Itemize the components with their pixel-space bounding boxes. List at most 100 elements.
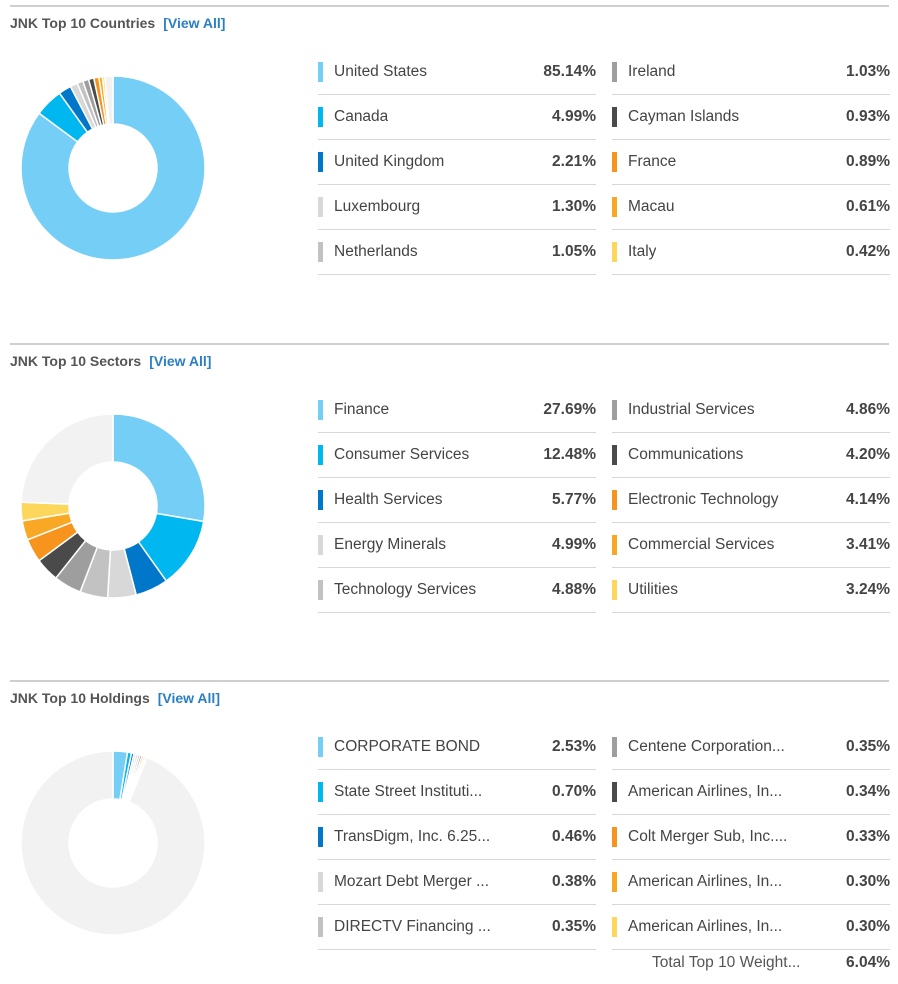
holdings-donut-chart bbox=[20, 750, 206, 936]
section-divider bbox=[10, 5, 889, 7]
legend-label: Industrial Services bbox=[628, 401, 755, 418]
legend-label: Finance bbox=[334, 401, 390, 418]
legend-label: Communications bbox=[628, 446, 744, 463]
legend-row: Commercial Services 3.41% bbox=[612, 523, 890, 568]
legend-column-left: CORPORATE BOND 2.53% State Street Institut… bbox=[318, 725, 596, 950]
legend-value: 3.41% bbox=[846, 536, 890, 553]
legend-label: Commercial Services bbox=[628, 536, 775, 553]
legend-value: 85.14% bbox=[543, 63, 596, 80]
legend-label: United States bbox=[334, 63, 428, 80]
legend-value: 4.99% bbox=[552, 108, 596, 125]
legend-row: American Airlines, In... 0.34% bbox=[612, 770, 890, 815]
total-weight-label: Total Top 10 Weight... bbox=[652, 954, 801, 971]
sectors-donut-chart bbox=[20, 413, 206, 599]
legend-value: 0.93% bbox=[846, 108, 890, 125]
view-all-link[interactable]: [View All] bbox=[157, 690, 220, 706]
legend-value: 0.30% bbox=[846, 873, 890, 890]
section-divider bbox=[10, 680, 889, 682]
legend-label: American Airlines, In... bbox=[628, 918, 783, 935]
donut-slice-remainder bbox=[20, 750, 206, 936]
legend-value: 0.38% bbox=[552, 873, 596, 890]
legend-label: American Airlines, In... bbox=[628, 873, 783, 890]
legend-value: 0.34% bbox=[846, 783, 890, 800]
legend-swatch bbox=[612, 62, 617, 82]
legend-row: Luxembourg 1.30% bbox=[318, 185, 596, 230]
legend-swatch bbox=[318, 580, 323, 600]
legend-value: 0.35% bbox=[552, 918, 596, 935]
view-all-link[interactable]: [View All] bbox=[149, 353, 212, 369]
legend-row: CORPORATE BOND 2.53% bbox=[318, 725, 596, 770]
legend-value: 4.99% bbox=[552, 536, 596, 553]
legend-label: Cayman Islands bbox=[628, 108, 740, 125]
legend-swatch bbox=[612, 535, 617, 555]
legend-value: 0.30% bbox=[846, 918, 890, 935]
legend-row: Italy 0.42% bbox=[612, 230, 890, 275]
holdings-section: JNK Top 10 Holdings [View All] CORPORATE … bbox=[10, 680, 890, 984]
legend-label: Utilities bbox=[628, 581, 678, 598]
legend-row: Finance 27.69% bbox=[318, 388, 596, 433]
legend-swatch bbox=[318, 490, 323, 510]
donut-slice-remainder bbox=[20, 413, 114, 505]
legend-label: Luxembourg bbox=[334, 198, 421, 215]
legend-value: 1.30% bbox=[552, 198, 596, 215]
legend-value: 0.35% bbox=[846, 738, 890, 755]
legend-value: 0.33% bbox=[846, 828, 890, 845]
legend-value: 4.20% bbox=[846, 446, 890, 463]
legend-row: Centene Corporation... 0.35% bbox=[612, 725, 890, 770]
legend-value: 12.48% bbox=[543, 446, 596, 463]
legend-row: American Airlines, In... 0.30% bbox=[612, 860, 890, 905]
legend-swatch bbox=[612, 445, 617, 465]
legend-label: DIRECTV Financing ... bbox=[334, 918, 491, 935]
legend-column-right: Ireland 1.03% Cayman Islands 0.93% France 0.8… bbox=[612, 50, 890, 275]
legend-row: Ireland 1.03% bbox=[612, 50, 890, 95]
legend-value: 0.46% bbox=[552, 828, 596, 845]
legend-column-left: United States 85.14% Canada 4.99% United Kin… bbox=[318, 50, 596, 275]
section-title-text: JNK Top 10 Sectors bbox=[10, 353, 142, 369]
legend-row: Cayman Islands 0.93% bbox=[612, 95, 890, 140]
section-title-text: JNK Top 10 Countries bbox=[10, 15, 156, 31]
legend-value: 5.77% bbox=[552, 491, 596, 508]
legend-column-right: Industrial Services 4.86% Communications 4.… bbox=[612, 388, 890, 613]
legend-row: Communications 4.20% bbox=[612, 433, 890, 478]
legend-label: American Airlines, In... bbox=[628, 783, 783, 800]
legend-label: Consumer Services bbox=[334, 446, 470, 463]
legend-value: 0.42% bbox=[846, 243, 890, 260]
legend-label: Macau bbox=[628, 198, 675, 215]
legend-swatch bbox=[318, 782, 323, 802]
legend-label: Italy bbox=[628, 243, 657, 260]
legend-swatch bbox=[612, 917, 617, 937]
legend-row: DIRECTV Financing ... 0.35% bbox=[318, 905, 596, 950]
legend-value: 0.61% bbox=[846, 198, 890, 215]
legend-value: 0.70% bbox=[552, 783, 596, 800]
legend-label: Health Services bbox=[334, 491, 443, 508]
legend-label: TransDigm, Inc. 6.25... bbox=[334, 828, 491, 845]
legend-value: 4.88% bbox=[552, 581, 596, 598]
section-divider bbox=[10, 343, 889, 345]
legend-swatch bbox=[318, 535, 323, 555]
legend-row: Consumer Services 12.48% bbox=[318, 433, 596, 478]
legend-row: Health Services 5.77% bbox=[318, 478, 596, 523]
legend-row: Electronic Technology 4.14% bbox=[612, 478, 890, 523]
legend-swatch bbox=[612, 197, 617, 217]
legend-label: Ireland bbox=[628, 63, 676, 80]
legend-column-left: Finance 27.69% Consumer Services 12.48% Heal… bbox=[318, 388, 596, 613]
total-weight-value: 6.04% bbox=[846, 954, 890, 971]
legend-swatch bbox=[318, 445, 323, 465]
legend-value: 27.69% bbox=[543, 401, 596, 418]
legend-swatch bbox=[318, 872, 323, 892]
total-weight-row: Total Top 10 Weight... 6.04% bbox=[612, 945, 890, 981]
legend-value: 1.05% bbox=[552, 243, 596, 260]
legend-label: United Kingdom bbox=[334, 153, 445, 170]
legend-value: 1.03% bbox=[846, 63, 890, 80]
legend-label: Canada bbox=[334, 108, 389, 125]
legend-swatch bbox=[612, 782, 617, 802]
legend-row: Colt Merger Sub, Inc.... 0.33% bbox=[612, 815, 890, 860]
legend-row: TransDigm, Inc. 6.25... 0.46% bbox=[318, 815, 596, 860]
legend-row: Technology Services 4.88% bbox=[318, 568, 596, 613]
section-title: JNK Top 10 Countries [View All] bbox=[10, 15, 225, 31]
legend-swatch bbox=[318, 197, 323, 217]
legend-swatch bbox=[612, 827, 617, 847]
view-all-link[interactable]: [View All] bbox=[163, 15, 226, 31]
legend-row: Industrial Services 4.86% bbox=[612, 388, 890, 433]
legend-swatch bbox=[612, 400, 617, 420]
